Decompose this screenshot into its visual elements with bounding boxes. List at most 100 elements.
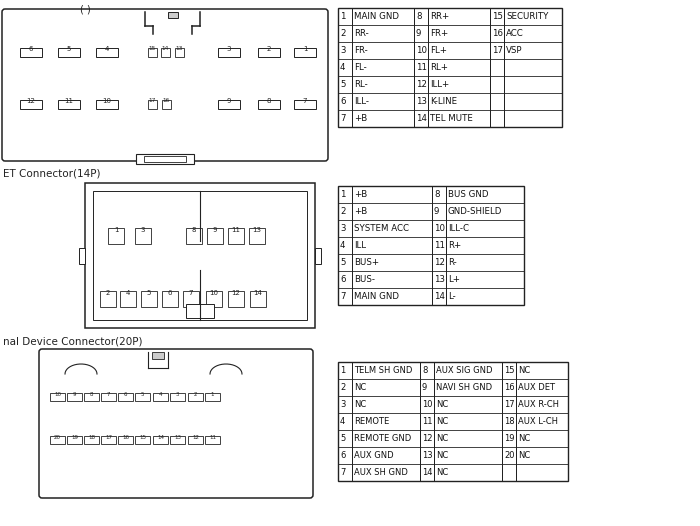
Text: 14: 14 bbox=[434, 292, 445, 301]
Text: 13: 13 bbox=[434, 275, 445, 284]
Text: 10: 10 bbox=[416, 46, 427, 55]
Bar bbox=[118, 436, 133, 444]
Text: RL-: RL- bbox=[354, 80, 368, 89]
Text: 5: 5 bbox=[66, 46, 71, 52]
FancyBboxPatch shape bbox=[2, 9, 328, 161]
Text: NC: NC bbox=[518, 434, 531, 443]
Text: 14: 14 bbox=[253, 290, 262, 296]
Bar bbox=[148, 48, 157, 57]
Text: NC: NC bbox=[518, 366, 531, 375]
Text: 17: 17 bbox=[492, 46, 503, 55]
Bar bbox=[188, 436, 203, 444]
Bar bbox=[338, 8, 562, 127]
Bar bbox=[218, 48, 240, 57]
Bar bbox=[294, 100, 316, 109]
Text: NC: NC bbox=[436, 468, 448, 477]
Text: 17: 17 bbox=[504, 400, 514, 409]
Text: 4: 4 bbox=[105, 46, 109, 52]
Bar bbox=[167, 12, 178, 18]
Text: L-: L- bbox=[448, 292, 456, 301]
Bar bbox=[20, 100, 42, 109]
Text: 12: 12 bbox=[192, 435, 199, 440]
Text: 13: 13 bbox=[422, 451, 433, 460]
Bar bbox=[58, 48, 80, 57]
Text: MAIN GND: MAIN GND bbox=[354, 12, 399, 21]
Text: 13: 13 bbox=[176, 46, 183, 51]
Text: ILL+: ILL+ bbox=[430, 80, 449, 89]
Text: NC: NC bbox=[436, 434, 448, 443]
Bar bbox=[58, 100, 80, 109]
Bar bbox=[183, 291, 199, 307]
Text: 10: 10 bbox=[102, 98, 111, 104]
Text: R+: R+ bbox=[448, 241, 461, 250]
Bar bbox=[101, 393, 116, 401]
Bar bbox=[338, 186, 524, 305]
Text: 8: 8 bbox=[416, 12, 421, 21]
Text: 16: 16 bbox=[504, 383, 514, 392]
Text: ET Connector(14P): ET Connector(14P) bbox=[3, 168, 101, 178]
Text: 15: 15 bbox=[149, 46, 156, 51]
Bar bbox=[175, 48, 184, 57]
Text: 10: 10 bbox=[434, 224, 445, 233]
Bar bbox=[161, 48, 170, 57]
Bar bbox=[218, 100, 240, 109]
Text: 3: 3 bbox=[227, 46, 231, 52]
Bar bbox=[207, 228, 223, 244]
Text: 6: 6 bbox=[340, 451, 345, 460]
Text: 12: 12 bbox=[422, 434, 433, 443]
FancyBboxPatch shape bbox=[39, 349, 313, 498]
Text: +B: +B bbox=[354, 207, 368, 216]
Bar bbox=[315, 248, 321, 264]
Bar bbox=[162, 291, 178, 307]
Text: FL-: FL- bbox=[354, 63, 367, 72]
Text: 8: 8 bbox=[267, 98, 272, 104]
Bar bbox=[67, 393, 82, 401]
Bar bbox=[136, 154, 194, 164]
Text: 2: 2 bbox=[340, 383, 345, 392]
Text: FR+: FR+ bbox=[430, 29, 448, 38]
Bar bbox=[153, 436, 168, 444]
Text: AUX SIG GND: AUX SIG GND bbox=[436, 366, 493, 375]
Text: AUX DET: AUX DET bbox=[518, 383, 555, 392]
Text: AUX R-CH: AUX R-CH bbox=[518, 400, 559, 409]
Text: 7: 7 bbox=[189, 290, 193, 296]
Text: 3: 3 bbox=[340, 224, 346, 233]
Bar bbox=[118, 393, 133, 401]
Text: RR+: RR+ bbox=[430, 12, 449, 21]
Text: 8: 8 bbox=[192, 227, 196, 233]
Text: 3: 3 bbox=[340, 46, 346, 55]
Text: 4: 4 bbox=[126, 290, 130, 296]
Text: NAVI SH GND: NAVI SH GND bbox=[436, 383, 492, 392]
Text: AUX SH GND: AUX SH GND bbox=[354, 468, 408, 477]
Text: 6: 6 bbox=[168, 290, 172, 296]
Text: 5: 5 bbox=[141, 392, 144, 397]
Text: 5: 5 bbox=[147, 290, 151, 296]
Text: REMOTE GND: REMOTE GND bbox=[354, 434, 412, 443]
Bar bbox=[135, 228, 151, 244]
Text: +B: +B bbox=[354, 114, 368, 123]
Text: NC: NC bbox=[436, 451, 448, 460]
Text: 18: 18 bbox=[504, 417, 514, 426]
Text: 15: 15 bbox=[504, 366, 514, 375]
Text: REMOTE: REMOTE bbox=[354, 417, 389, 426]
Text: BUS-: BUS- bbox=[354, 275, 375, 284]
Bar bbox=[135, 393, 150, 401]
Text: 18: 18 bbox=[88, 435, 95, 440]
Text: 12: 12 bbox=[416, 80, 427, 89]
Text: 14: 14 bbox=[162, 46, 169, 51]
Text: 10: 10 bbox=[54, 392, 61, 397]
Text: 9: 9 bbox=[416, 29, 421, 38]
Text: ( ): ( ) bbox=[80, 4, 91, 14]
Text: 10: 10 bbox=[209, 290, 218, 296]
Bar bbox=[96, 48, 118, 57]
Text: 2: 2 bbox=[106, 290, 110, 296]
Text: 3: 3 bbox=[340, 400, 345, 409]
Text: 10: 10 bbox=[422, 400, 433, 409]
Text: 11: 11 bbox=[416, 63, 427, 72]
Bar bbox=[101, 436, 116, 444]
Text: ILL: ILL bbox=[354, 241, 366, 250]
Text: 16: 16 bbox=[122, 435, 129, 440]
Text: 11: 11 bbox=[434, 241, 445, 250]
Text: FR-: FR- bbox=[354, 46, 368, 55]
Bar bbox=[249, 228, 265, 244]
